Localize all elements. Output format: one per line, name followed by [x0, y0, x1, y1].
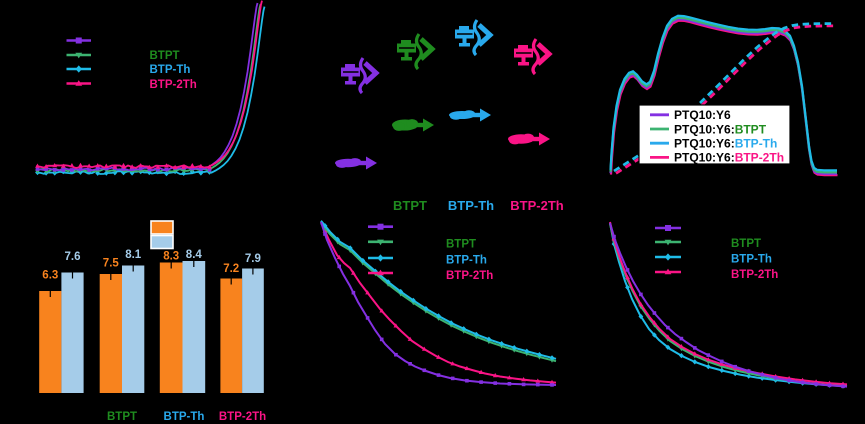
- svg-text:BTPT: BTPT: [731, 238, 761, 250]
- svg-text:BTP-2Th: BTP-2Th: [446, 270, 493, 282]
- svg-text:7.5: 7.5: [103, 258, 120, 270]
- svg-text:6.3: 6.3: [42, 270, 58, 282]
- svg-text:8.3: 8.3: [163, 251, 179, 263]
- svg-text:BTP-Th: BTP-Th: [150, 64, 191, 76]
- svg-text:BTP-Th: BTP-Th: [446, 255, 487, 267]
- svg-text:BTP-2Th: BTP-2Th: [219, 411, 266, 423]
- svg-text:BTPT: BTPT: [393, 198, 427, 213]
- svg-text:PTQ10:Y6:BTP-2Th: PTQ10:Y6:BTP-2Th: [674, 151, 784, 165]
- svg-text:BTPT: BTPT: [107, 411, 137, 423]
- svg-text:8.1: 8.1: [125, 249, 142, 261]
- svg-text:PTQ10:Y6:BTPT: PTQ10:Y6:BTPT: [674, 122, 767, 136]
- svg-text:7.6: 7.6: [65, 251, 81, 263]
- svg-text:8.4: 8.4: [186, 249, 203, 261]
- svg-text:BTP-Th: BTP-Th: [164, 411, 205, 423]
- svg-text:BTP-Th: BTP-Th: [731, 254, 772, 266]
- svg-text:7.9: 7.9: [245, 253, 261, 265]
- svg-text:BTPT: BTPT: [446, 239, 476, 251]
- svg-text:BTP-2Th: BTP-2Th: [150, 79, 197, 91]
- svg-text:BTP-2Th: BTP-2Th: [510, 198, 564, 213]
- svg-text:BTPT: BTPT: [150, 50, 180, 62]
- svg-text:7.2: 7.2: [223, 263, 239, 275]
- svg-text:PTQ10:Y6:BTP-Th: PTQ10:Y6:BTP-Th: [674, 137, 777, 151]
- svg-text:BTP-Th: BTP-Th: [448, 198, 494, 213]
- svg-text:PTQ10:Y6: PTQ10:Y6: [674, 108, 731, 122]
- svg-text:BTP-2Th: BTP-2Th: [731, 269, 778, 281]
